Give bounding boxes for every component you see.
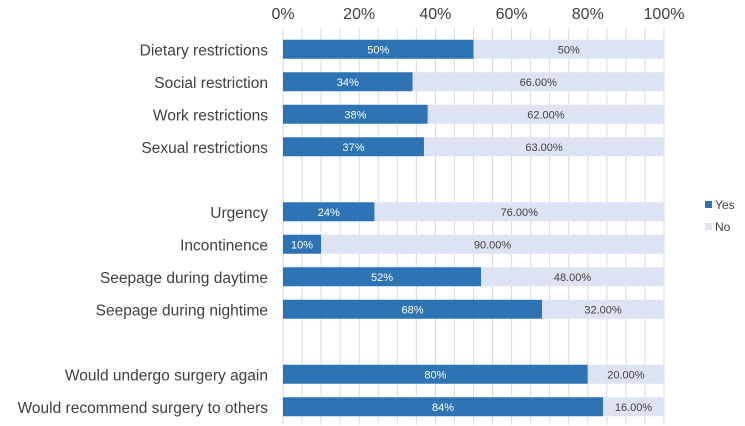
x-tick-label: 20% [343,6,375,23]
bar-yes [283,39,474,59]
bar-no-label: 63.00% [525,142,563,154]
bar-no-label: 90.00% [474,239,512,251]
bar-no-label: 50% [558,44,580,56]
bar-no-label: 20.00% [607,369,645,381]
bar-no-label: 16.00% [615,402,653,414]
bar-no-label: 62.00% [527,109,565,121]
bar-yes-label: 68% [402,304,424,316]
category-label: Would recommend surgery to others [18,400,269,417]
bar-yes-label: 10% [291,239,313,251]
category-label: Incontinence [180,237,268,254]
category-label: Would undergo surgery again [65,367,268,384]
bar-yes [283,137,424,157]
category-label: Dietary restrictions [140,42,269,59]
x-tick-label: 80% [572,6,604,23]
bar-no [374,202,664,222]
category-label: Seepage during nightime [96,302,268,319]
category-label: Social restriction [154,75,268,92]
x-tick-label: 40% [419,6,451,23]
bar-yes-label: 52% [371,272,393,284]
bar-yes [283,202,375,222]
legend-label-no: No [715,220,731,234]
legend-swatch-yes [705,201,712,208]
category-label: Work restrictions [153,107,268,124]
bar-no-label: 76.00% [501,207,539,219]
bar-no [321,234,664,254]
bar-yes [283,267,482,287]
bar-yes [283,72,413,92]
bar-yes [283,104,428,124]
bar-yes [283,234,322,254]
bar-yes-label: 50% [367,44,389,56]
x-tick-label: 60% [496,6,528,23]
bar-yes-label: 34% [337,77,359,89]
bar-no-label: 48.00% [554,272,592,284]
bar-yes-label: 37% [342,142,364,154]
bar-yes [283,397,604,417]
bar-no-label: 32.00% [584,304,622,316]
category-label: Seepage during daytime [100,270,268,287]
bar-no [542,299,664,319]
bar-yes [283,364,588,384]
x-tick-label: 0% [271,6,294,23]
bar-yes-label: 80% [424,369,446,381]
bar-no [427,104,664,124]
bar-yes-label: 84% [432,402,454,414]
bar-no [603,397,664,417]
bar-yes-label: 38% [344,109,366,121]
bar-no [423,137,664,157]
bar-no [473,39,664,59]
bar-no [587,364,664,384]
legend-label-yes: Yes [715,198,735,212]
legend-swatch-no [705,223,712,230]
x-tick-label: 100% [644,6,685,23]
category-label: Urgency [210,205,268,222]
bar-yes [283,299,543,319]
category-label: Sexual restrictions [141,140,268,157]
bar-no [412,72,664,92]
bar-no-label: 66.00% [520,77,558,89]
bar-no [481,267,664,287]
bar-yes-label: 24% [318,207,340,219]
